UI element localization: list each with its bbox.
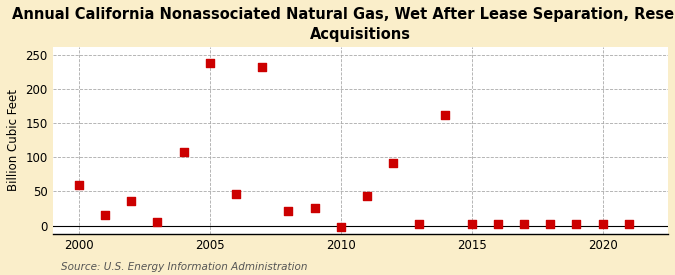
Title: Annual California Nonassociated Natural Gas, Wet After Lease Separation, Reserve: Annual California Nonassociated Natural … — [11, 7, 675, 42]
Point — [283, 208, 294, 213]
Point — [387, 161, 398, 165]
Point — [335, 225, 346, 229]
Point — [152, 220, 163, 224]
Point — [178, 150, 189, 154]
Text: Source: U.S. Energy Information Administration: Source: U.S. Energy Information Administ… — [61, 262, 307, 272]
Point — [597, 222, 608, 226]
Point — [466, 222, 477, 226]
Point — [205, 61, 215, 66]
Point — [309, 206, 320, 211]
Point — [571, 222, 582, 226]
Y-axis label: Billion Cubic Feet: Billion Cubic Feet — [7, 89, 20, 191]
Point — [100, 212, 111, 217]
Point — [493, 222, 504, 226]
Point — [256, 65, 267, 69]
Point — [518, 222, 529, 226]
Point — [231, 192, 242, 196]
Point — [126, 199, 136, 203]
Point — [624, 222, 634, 226]
Point — [545, 222, 556, 226]
Point — [362, 193, 373, 198]
Point — [440, 112, 451, 117]
Point — [74, 182, 84, 187]
Point — [414, 222, 425, 226]
